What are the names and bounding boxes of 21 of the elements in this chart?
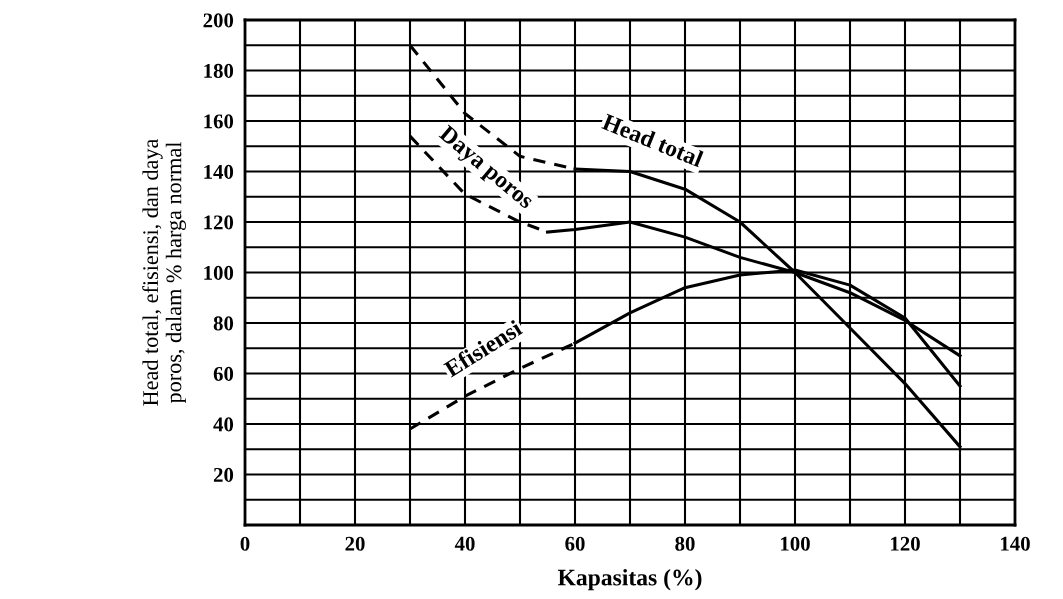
y-tick-label: 80 [213,316,234,331]
y-tick-label: 20 [213,467,234,482]
y-tick-label: 40 [213,417,234,432]
x-tick-label: 0 [240,536,250,551]
x-tick-label: 120 [891,536,920,551]
y-tick-label: 120 [204,215,234,230]
x-axis-title: Kapasitas (%) [557,568,702,591]
y-tick-label: 160 [204,114,234,129]
x-tick-label: 20 [345,536,365,551]
x-tick-label: 40 [454,536,475,551]
x-tick-label: 140 [1001,536,1030,551]
text: Head total [601,112,705,168]
y-tick-label: 100 [204,265,234,280]
x-tick-label: 100 [781,536,810,551]
y-tick-label: 140 [204,164,234,179]
y-tick-label: 200 [203,13,234,28]
x-tick-label: 60 [565,536,585,551]
y-axis-title: Head total, efisiensi, dan daya poros, dalam % harga normal [142,138,186,406]
x-tick-label: 80 [675,536,695,551]
y-tick-label: 180 [204,63,234,78]
y-tick-label: 60 [213,366,234,381]
